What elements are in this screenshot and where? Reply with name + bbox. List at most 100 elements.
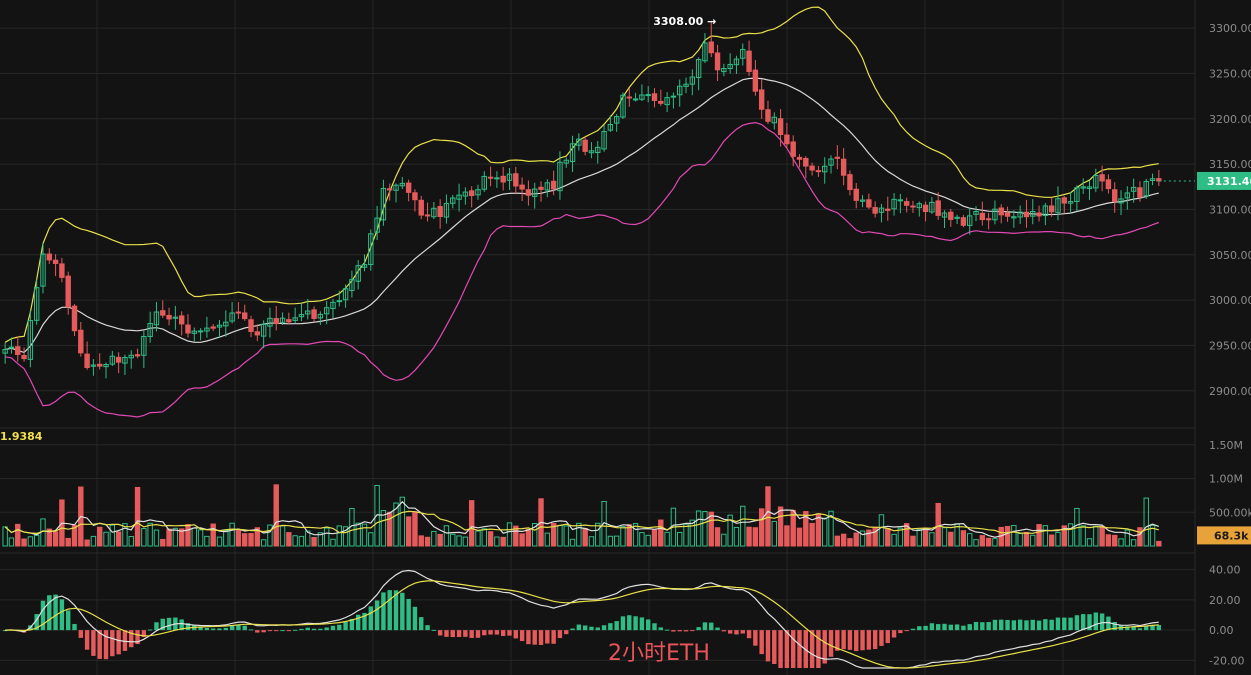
candle[interactable] <box>166 307 172 326</box>
candle[interactable] <box>342 284 349 308</box>
candle[interactable] <box>721 63 727 77</box>
candle[interactable] <box>695 57 702 91</box>
candle[interactable] <box>1143 178 1149 199</box>
candle[interactable] <box>645 86 651 103</box>
candle[interactable] <box>399 176 406 189</box>
candle[interactable] <box>727 53 733 74</box>
candle[interactable] <box>935 192 941 220</box>
candle[interactable] <box>809 162 815 176</box>
candle[interactable] <box>885 196 891 221</box>
candle[interactable] <box>1067 191 1074 214</box>
candle[interactable] <box>872 201 878 218</box>
candle[interactable] <box>878 203 885 223</box>
candle[interactable] <box>1112 182 1118 213</box>
volume-panel[interactable]: 1.9384 <box>0 430 1162 547</box>
candle[interactable] <box>90 359 97 376</box>
candle[interactable] <box>323 301 330 325</box>
candle[interactable] <box>519 177 525 202</box>
candle[interactable] <box>758 79 765 119</box>
candle[interactable] <box>922 201 929 222</box>
candle[interactable] <box>494 171 500 188</box>
candle[interactable] <box>368 229 374 271</box>
candle[interactable] <box>803 156 809 179</box>
candle[interactable] <box>557 151 563 200</box>
candle[interactable] <box>1124 186 1131 210</box>
candle[interactable] <box>1093 168 1099 193</box>
candle[interactable] <box>374 205 380 241</box>
candle[interactable] <box>563 157 569 168</box>
candle[interactable] <box>431 201 437 220</box>
candle[interactable] <box>740 43 746 66</box>
candle[interactable] <box>456 183 462 212</box>
candle[interactable] <box>115 352 122 374</box>
candle[interactable] <box>834 145 841 170</box>
candle[interactable] <box>153 301 160 332</box>
candle[interactable] <box>468 186 475 208</box>
candle[interactable] <box>677 79 683 107</box>
candle[interactable] <box>973 206 979 222</box>
candle[interactable] <box>52 254 59 277</box>
candle[interactable] <box>1105 174 1112 194</box>
candle[interactable] <box>65 271 71 315</box>
candle[interactable] <box>784 122 790 149</box>
candle[interactable] <box>1011 210 1017 228</box>
candle[interactable] <box>172 305 179 330</box>
candle[interactable] <box>765 100 771 124</box>
candle[interactable] <box>866 193 872 209</box>
candle[interactable] <box>1086 180 1093 200</box>
candle[interactable] <box>626 88 632 107</box>
candle[interactable] <box>891 193 897 216</box>
candle[interactable] <box>260 320 267 349</box>
candle[interactable] <box>46 248 52 264</box>
candle[interactable] <box>613 114 620 132</box>
candle[interactable] <box>714 44 721 81</box>
candle[interactable] <box>147 311 153 343</box>
candle[interactable] <box>664 92 670 113</box>
candle[interactable] <box>481 171 487 192</box>
candle[interactable] <box>897 193 904 214</box>
candle[interactable] <box>210 323 216 332</box>
candle[interactable] <box>15 336 21 362</box>
candle[interactable] <box>588 142 595 159</box>
candle[interactable] <box>702 33 708 63</box>
candle[interactable] <box>317 311 324 326</box>
candle[interactable] <box>689 69 696 96</box>
candle[interactable] <box>992 200 998 225</box>
candle[interactable] <box>1042 202 1049 226</box>
candle[interactable] <box>576 133 582 151</box>
candle[interactable] <box>71 304 78 337</box>
candle[interactable] <box>267 307 273 338</box>
candle[interactable] <box>639 84 645 102</box>
candle[interactable] <box>78 321 84 357</box>
candle[interactable] <box>84 341 90 370</box>
candle[interactable] <box>286 312 292 325</box>
candle[interactable] <box>248 315 254 338</box>
candle[interactable] <box>670 92 677 109</box>
candle[interactable] <box>658 89 664 106</box>
candle[interactable] <box>979 201 986 226</box>
candle[interactable] <box>109 350 116 367</box>
candle[interactable] <box>1118 190 1124 216</box>
candle[interactable] <box>27 310 34 368</box>
candle[interactable] <box>185 314 191 338</box>
candle[interactable] <box>204 316 210 338</box>
candle[interactable] <box>134 348 141 359</box>
candle[interactable] <box>254 324 261 342</box>
candle[interactable] <box>21 347 27 362</box>
candle[interactable] <box>8 337 15 354</box>
candle[interactable] <box>349 270 355 298</box>
candle[interactable] <box>305 299 311 320</box>
candle[interactable] <box>336 290 342 307</box>
candle[interactable] <box>733 55 740 74</box>
candle[interactable] <box>443 194 450 224</box>
candle[interactable] <box>2 342 8 364</box>
candle[interactable] <box>550 170 557 196</box>
candle[interactable] <box>1099 165 1105 192</box>
candle[interactable] <box>847 170 853 196</box>
candle[interactable] <box>790 135 796 167</box>
candle[interactable] <box>311 306 317 322</box>
candle[interactable] <box>948 208 954 227</box>
candle[interactable] <box>361 254 368 272</box>
candle[interactable] <box>475 184 481 200</box>
